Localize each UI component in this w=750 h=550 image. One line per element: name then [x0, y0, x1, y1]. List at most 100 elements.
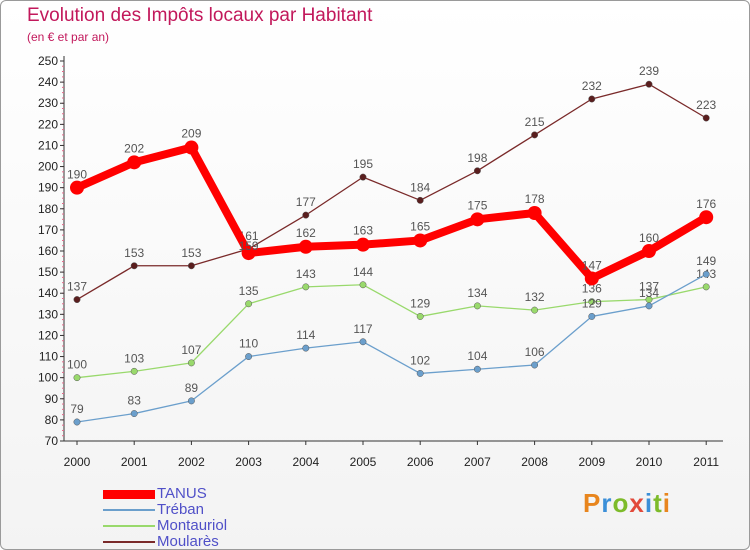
data-label: 106 — [525, 345, 545, 359]
data-label: 232 — [582, 79, 602, 93]
x-tick-label: 2006 — [407, 455, 434, 469]
data-point — [298, 239, 313, 254]
data-point — [702, 270, 710, 278]
legend-label: Tréban — [157, 501, 204, 518]
data-point — [356, 237, 370, 252]
data-label: 135 — [239, 284, 259, 298]
data-label: 134 — [639, 286, 659, 300]
data-label: 149 — [696, 254, 716, 268]
y-tick-label: 80 — [45, 413, 59, 427]
data-label: 117 — [353, 322, 372, 336]
data-point — [73, 418, 81, 426]
brand-letter: i — [662, 488, 671, 518]
y-tick-label: 220 — [38, 117, 58, 131]
legend-swatch — [103, 525, 155, 527]
data-point — [302, 283, 310, 291]
brand-letter: x — [629, 488, 645, 518]
data-point — [70, 180, 84, 195]
y-tick-label: 100 — [38, 371, 58, 385]
x-tick-label: 2000 — [64, 455, 91, 469]
brand-letter: t — [653, 488, 663, 518]
data-label: 165 — [410, 219, 430, 233]
data-point — [302, 344, 310, 352]
data-point — [473, 365, 481, 373]
data-label: 160 — [639, 231, 659, 245]
data-label: 153 — [181, 246, 201, 260]
series-line — [75, 143, 709, 283]
series-line — [76, 284, 707, 379]
data-label: 163 — [353, 224, 373, 238]
data-point — [416, 196, 424, 204]
data-label: 114 — [296, 328, 315, 342]
y-tick-label: 130 — [38, 307, 58, 321]
y-tick-label: 210 — [38, 138, 58, 152]
legend-label: Moularès — [157, 533, 219, 550]
series-line — [76, 83, 707, 301]
data-label: 100 — [67, 358, 87, 372]
brand-letter: i — [644, 488, 654, 518]
data-point — [245, 300, 253, 308]
legend-label: Montauriol — [157, 517, 228, 534]
y-tick-label: 160 — [38, 244, 58, 258]
data-point — [130, 262, 138, 270]
data-label: 143 — [296, 267, 316, 281]
data-point — [245, 353, 253, 361]
data-label: 107 — [181, 343, 201, 357]
data-label: 129 — [582, 296, 602, 310]
data-label: 209 — [181, 127, 201, 141]
data-point — [416, 312, 424, 320]
y-tick-label: 180 — [38, 202, 58, 216]
data-point — [359, 173, 367, 181]
data-point — [187, 262, 195, 270]
y-tick-label: 250 — [38, 54, 58, 68]
x-tick-label: 2008 — [521, 455, 548, 469]
data-point — [184, 140, 199, 155]
series-montauriol: 100103107135143144129134132136137143 — [67, 265, 717, 382]
data-label: 137 — [639, 280, 659, 294]
data-label: 136 — [582, 282, 602, 296]
data-point — [130, 367, 138, 375]
data-label: 239 — [639, 64, 659, 78]
data-point — [584, 271, 599, 286]
data-point — [73, 296, 81, 304]
chart-subtitle: (en € et par an) — [27, 30, 110, 44]
legend-swatch — [103, 541, 155, 543]
data-point — [73, 374, 81, 382]
series-tanus: 190 202 209 159 162 163 165 175 178 147 160 176 — [67, 127, 717, 286]
x-tick-label: 2004 — [292, 455, 319, 469]
x-tick-label: 2009 — [578, 455, 605, 469]
data-label: 215 — [525, 115, 545, 129]
data-point — [645, 80, 653, 88]
data-label: 195 — [353, 157, 373, 171]
data-label: 83 — [128, 394, 142, 408]
data-point — [702, 283, 710, 291]
data-point — [302, 211, 310, 219]
brand-logo: Proxiti — [583, 488, 671, 519]
data-label: 144 — [353, 265, 373, 279]
data-point — [187, 359, 195, 367]
data-label: 184 — [410, 180, 430, 194]
data-label: 159 — [239, 239, 259, 253]
data-point — [473, 302, 481, 310]
legend-swatch — [103, 509, 155, 511]
data-point — [588, 95, 596, 103]
y-tick-label: 170 — [38, 223, 58, 237]
y-tick-label: 90 — [45, 392, 59, 406]
data-point — [645, 302, 653, 310]
x-tick-label: 2007 — [464, 455, 491, 469]
data-label: 79 — [70, 402, 84, 416]
y-tick-label: 150 — [38, 265, 58, 279]
brand-letter: r — [601, 488, 613, 518]
x-tick-label: 2002 — [178, 455, 205, 469]
data-label: 198 — [467, 151, 487, 165]
y-tick-label: 200 — [38, 160, 58, 174]
x-tick-label: 2003 — [235, 455, 262, 469]
data-label: 202 — [124, 141, 144, 155]
y-tick-label: 120 — [38, 328, 58, 342]
data-label: 177 — [296, 195, 316, 209]
data-point — [473, 167, 481, 175]
y-tick-label: 70 — [45, 434, 59, 448]
y-tick-label: 190 — [38, 181, 58, 195]
